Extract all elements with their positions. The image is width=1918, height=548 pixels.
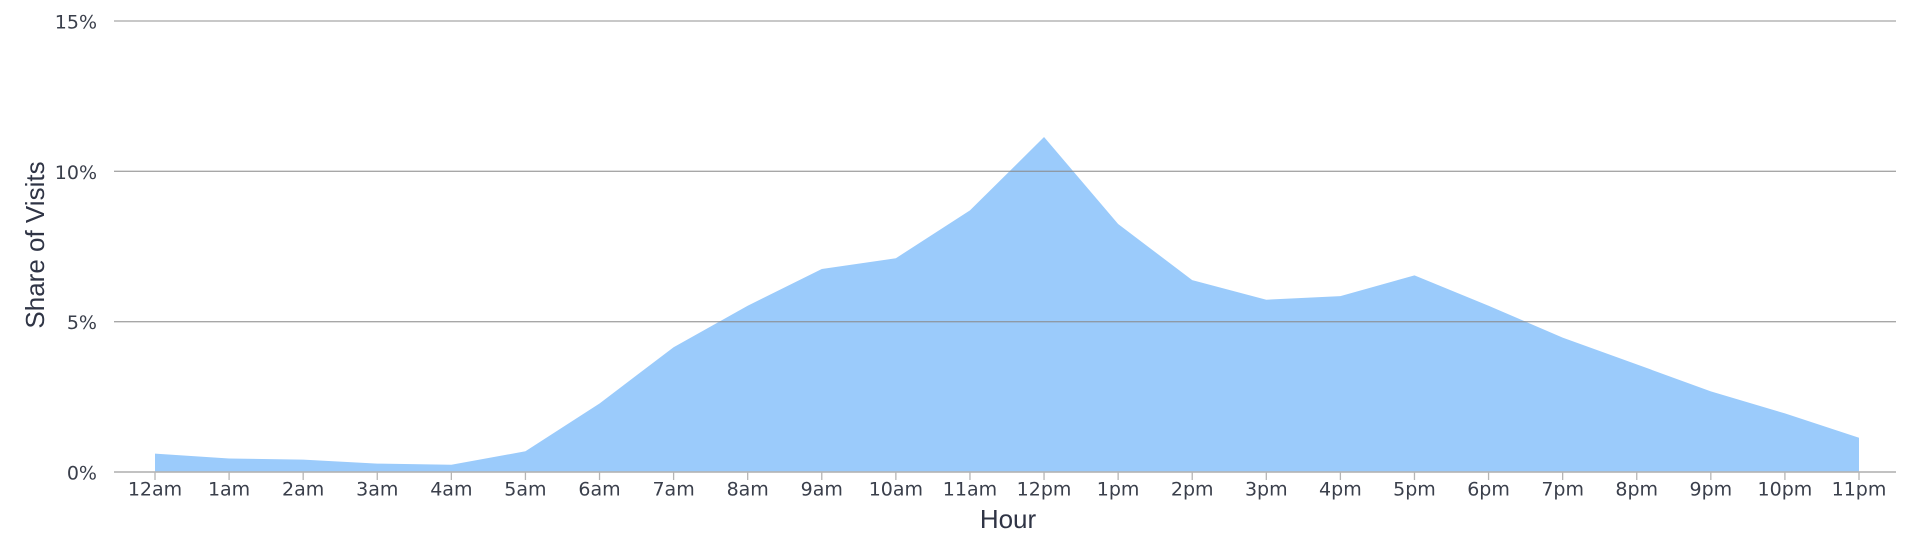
x-tick-label: 3am (356, 479, 398, 501)
y-tick-label: 15% (55, 12, 97, 34)
x-tick-label: 10am (869, 479, 923, 501)
y-tick-label: 5% (67, 312, 97, 334)
y-axis-title: Share of Visits (20, 161, 50, 328)
x-tick-label: 11pm (1832, 479, 1887, 501)
x-axis-title: Hour (980, 504, 1037, 534)
x-tick-label: 5pm (1393, 479, 1436, 501)
x-tick-label: 10pm (1758, 479, 1813, 501)
x-tick-label: 9pm (1689, 479, 1732, 501)
x-tick-label: 7am (652, 479, 694, 501)
x-tick-label: 2pm (1171, 479, 1214, 501)
x-tick-label: 4pm (1319, 479, 1362, 501)
x-tick-label: 8am (727, 479, 769, 501)
x-tick-label: 12am (128, 479, 182, 501)
x-tick-label: 11am (943, 479, 997, 501)
x-tick-label: 6pm (1467, 479, 1510, 501)
x-tick-label: 8pm (1615, 479, 1658, 501)
x-tick-label: 1am (208, 479, 250, 501)
x-tick-label: 9am (801, 479, 843, 501)
y-tick-label: 10% (55, 162, 97, 184)
x-tick-label: 6am (578, 479, 620, 501)
x-tick-label: 1pm (1097, 479, 1140, 501)
x-tick-label: 12pm (1017, 479, 1072, 501)
x-tick-label: 3pm (1245, 479, 1288, 501)
x-tick-label: 4am (430, 479, 472, 501)
area (155, 137, 1859, 473)
x-tick-label: 2am (282, 479, 324, 501)
x-tick-label: 7pm (1541, 479, 1584, 501)
y-tick-label: 0% (67, 463, 97, 485)
x-tick-label: 5am (504, 479, 546, 501)
